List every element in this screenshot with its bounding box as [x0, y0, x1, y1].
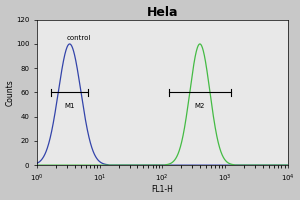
X-axis label: FL1-H: FL1-H [152, 185, 173, 194]
Y-axis label: Counts: Counts [6, 79, 15, 106]
Text: M2: M2 [195, 103, 205, 109]
Text: control: control [67, 35, 91, 41]
Text: M1: M1 [64, 103, 75, 109]
Title: Hela: Hela [147, 6, 178, 19]
